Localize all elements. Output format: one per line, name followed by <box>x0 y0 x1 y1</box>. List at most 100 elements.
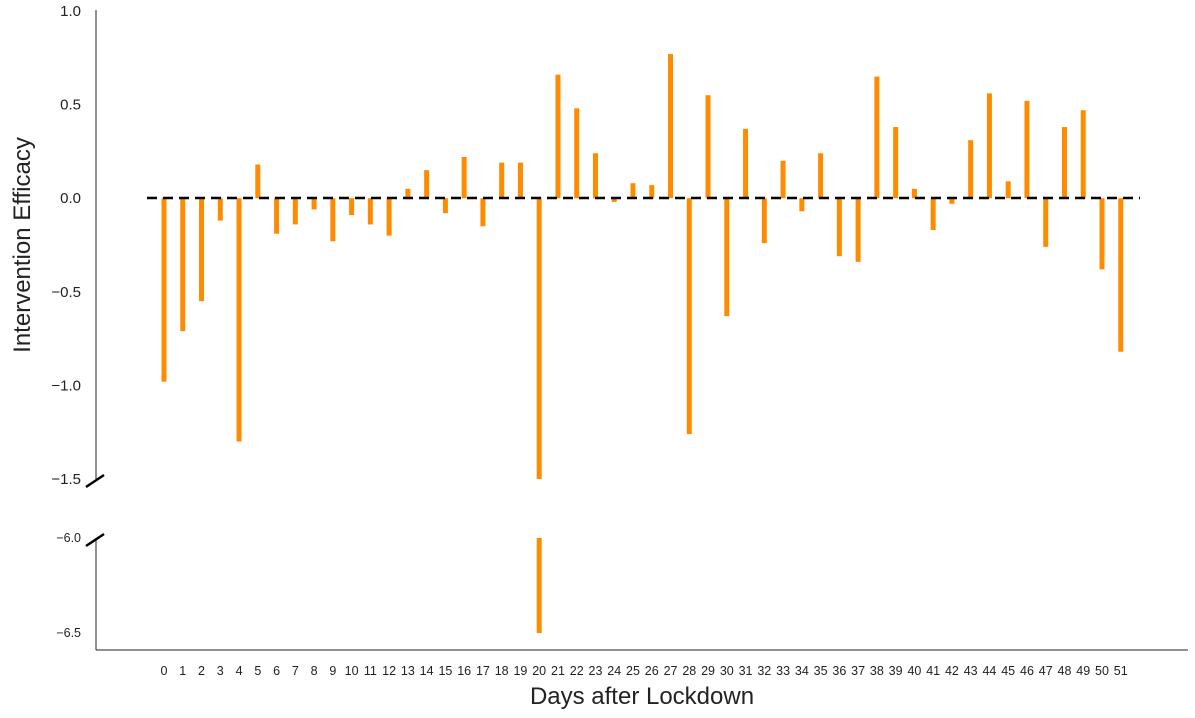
x-tick-label: 15 <box>438 664 452 678</box>
bar-day-42 <box>949 198 955 204</box>
bar-day-16 <box>461 157 467 199</box>
bar-day-20-lower <box>536 538 542 633</box>
x-tick-label: 2 <box>198 664 205 678</box>
bar-day-45 <box>1005 181 1011 199</box>
bar-day-23 <box>592 153 598 199</box>
x-tick-label: 5 <box>254 664 261 678</box>
x-tick-label: 16 <box>457 664 471 678</box>
y-tick-label: −0.5 <box>51 284 81 301</box>
x-tick-label: 3 <box>217 664 224 678</box>
x-tick-label: 28 <box>682 664 696 678</box>
bar-day-46 <box>1024 100 1030 199</box>
bar-day-9 <box>330 198 336 242</box>
x-tick-label: 17 <box>476 664 490 678</box>
bar-day-49 <box>1080 110 1086 199</box>
x-tick-label: 47 <box>1039 664 1053 678</box>
y-tick-label: −1.5 <box>51 471 81 488</box>
bar-day-14 <box>424 170 430 199</box>
x-tick-label: 7 <box>292 664 299 678</box>
x-tick-label: 21 <box>551 664 565 678</box>
bar-day-18 <box>499 162 505 199</box>
x-tick-label: 50 <box>1095 664 1109 678</box>
bar-day-25 <box>630 183 636 199</box>
bar-day-2 <box>199 198 205 302</box>
bar-day-20-upper <box>536 198 542 479</box>
y-tick-label: 1.0 <box>60 3 81 20</box>
bar-day-10 <box>349 198 355 216</box>
y-tick-labels-upper: 1.0 0.5 0.0 −0.5 −1.0 −1.5 <box>51 3 81 488</box>
x-tick-label: 0 <box>161 664 168 678</box>
x-tick-label: 31 <box>739 664 753 678</box>
bar-day-39 <box>893 127 899 199</box>
bars-group <box>161 54 1124 633</box>
x-tick-label: 24 <box>607 664 621 678</box>
bar-day-50 <box>1099 198 1105 270</box>
y-tick-label: 0.0 <box>60 190 81 207</box>
x-tick-label: 4 <box>236 664 243 678</box>
x-tick-label: 30 <box>720 664 734 678</box>
x-tick-label: 38 <box>870 664 884 678</box>
x-tick-label: 43 <box>964 664 978 678</box>
bar-day-19 <box>517 162 523 199</box>
y-tick-label: −1.0 <box>51 377 81 394</box>
bar-day-12 <box>386 198 392 236</box>
bar-day-41 <box>930 198 936 231</box>
x-tick-label: 26 <box>645 664 659 678</box>
axis-break-mark-upper <box>85 473 105 489</box>
y-tick-label: 0.5 <box>60 97 81 114</box>
x-tick-label: 44 <box>982 664 996 678</box>
x-tick-label: 39 <box>889 664 903 678</box>
x-tick-label: 25 <box>626 664 640 678</box>
bar-day-26 <box>649 185 655 199</box>
bar-day-29 <box>705 95 711 199</box>
bar-day-13 <box>405 188 411 199</box>
x-tick-label: 6 <box>273 664 280 678</box>
x-tick-label: 51 <box>1114 664 1128 678</box>
bar-day-17 <box>480 198 486 227</box>
x-tick-label: 35 <box>814 664 828 678</box>
bar-day-40 <box>911 188 917 199</box>
x-tick-label: 40 <box>907 664 921 678</box>
bar-day-43 <box>968 140 974 199</box>
x-tick-label: 1 <box>179 664 186 678</box>
x-tick-labels: 0 1 2 3 4 5 6 7 8 9 10 11 12 13 14 15 16 17 18 19 20 21 22 23 24… <box>161 664 1128 678</box>
x-tick-label: 45 <box>1001 664 1015 678</box>
x-tick-label: 49 <box>1076 664 1090 678</box>
bar-day-36 <box>836 198 842 257</box>
bar-day-33 <box>780 160 786 199</box>
x-tick-label: 37 <box>851 664 865 678</box>
x-tick-label: 27 <box>664 664 678 678</box>
bar-day-3 <box>217 198 223 221</box>
bar-day-32 <box>761 198 767 244</box>
x-tick-label: 41 <box>926 664 940 678</box>
bar-day-37 <box>855 198 861 262</box>
bar-day-38 <box>874 76 880 199</box>
bar-day-8 <box>311 198 317 210</box>
x-tick-label: 11 <box>364 664 377 678</box>
x-tick-label: 10 <box>345 664 359 678</box>
bar-day-1 <box>180 198 186 332</box>
x-tick-label: 48 <box>1058 664 1072 678</box>
x-tick-label: 33 <box>776 664 790 678</box>
bar-day-7 <box>292 198 298 225</box>
x-tick-label: 46 <box>1020 664 1034 678</box>
bar-day-22 <box>574 108 580 199</box>
bar-day-51 <box>1118 198 1124 352</box>
bar-day-0 <box>161 198 167 382</box>
x-tick-label: 18 <box>495 664 509 678</box>
x-tick-label: 22 <box>570 664 584 678</box>
x-tick-label: 13 <box>401 664 415 678</box>
y-tick-label: −6.5 <box>56 626 81 640</box>
bar-day-6 <box>274 198 280 234</box>
x-tick-label: 19 <box>513 664 527 678</box>
bar-day-35 <box>818 153 824 199</box>
x-tick-label: 29 <box>701 664 715 678</box>
x-tick-label: 14 <box>420 664 434 678</box>
bar-day-28 <box>686 198 692 435</box>
bar-day-11 <box>367 198 373 225</box>
y-tick-labels-lower: −6.0 −6.5 <box>56 531 81 640</box>
y-axis-title: Intervention Efficacy <box>9 137 36 353</box>
bar-day-47 <box>1043 198 1049 247</box>
x-tick-label: 23 <box>589 664 603 678</box>
